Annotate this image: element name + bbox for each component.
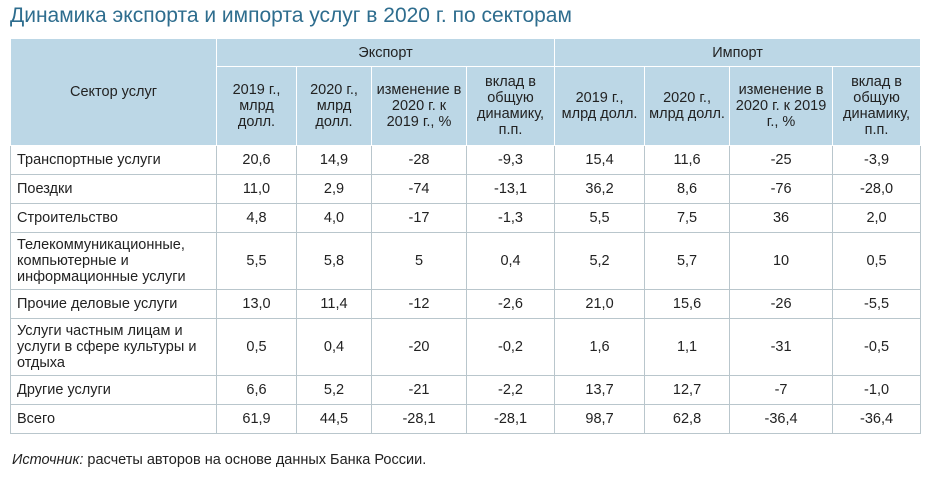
import-group-header: Импорт xyxy=(554,38,922,67)
sector-cell: Прочие деловые услуги xyxy=(10,289,217,319)
value-cell: -74 xyxy=(371,174,467,204)
table-row: Поездки 11,0 2,9 -74 -13,1 36,2 8,6 -76 … xyxy=(10,174,922,204)
value-cell: 6,6 xyxy=(216,375,297,405)
sector-cell: Другие услуги xyxy=(10,375,217,405)
sector-cell: Телекоммуникационные, компьютерные и инф… xyxy=(10,232,217,290)
value-cell: 5,5 xyxy=(216,232,297,290)
source-label: Источник: xyxy=(12,452,84,468)
value-cell: -26 xyxy=(729,289,834,319)
table-row-total: Всего 61,9 44,5 -28,1 -28,1 98,7 62,8 -3… xyxy=(10,404,922,434)
column-header: 2020 г., млрд долл. xyxy=(644,66,731,146)
value-cell: -17 xyxy=(371,203,467,233)
value-cell: 1,1 xyxy=(644,318,731,376)
value-cell: -5,5 xyxy=(832,289,922,319)
value-cell: 21,0 xyxy=(554,289,646,319)
value-cell: 5,8 xyxy=(296,232,372,290)
value-cell: 2,9 xyxy=(296,174,372,204)
value-cell: 15,4 xyxy=(554,145,646,175)
value-cell: 13,7 xyxy=(554,375,646,405)
sector-cell: Транспортные услуги xyxy=(10,145,217,175)
value-cell: 5,5 xyxy=(554,203,646,233)
sector-header: Сектор услуг xyxy=(10,38,217,146)
column-header: 2020 г., млрд долл. xyxy=(296,66,372,146)
value-cell: -36,4 xyxy=(729,404,834,434)
value-cell: -13,1 xyxy=(465,174,556,204)
column-header: 2019 г., млрд долл. xyxy=(554,66,646,146)
value-cell: 62,8 xyxy=(644,404,731,434)
sector-cell: Услуги частным лицам и услуги в сфере ку… xyxy=(10,318,217,376)
value-cell: 5,2 xyxy=(554,232,646,290)
value-cell: 5 xyxy=(371,232,467,290)
value-cell: -20 xyxy=(371,318,467,376)
value-cell: 11,6 xyxy=(644,145,731,175)
value-cell: -21 xyxy=(371,375,467,405)
column-header: вклад в общую динамику, п.п. xyxy=(832,66,922,146)
table-row: Другие услуги 6,6 5,2 -21 -2,2 13,7 12,7… xyxy=(10,375,922,405)
value-cell: -36,4 xyxy=(832,404,922,434)
value-cell: -3,9 xyxy=(832,145,922,175)
table-row: Прочие деловые услуги 13,0 11,4 -12 -2,6… xyxy=(10,289,922,319)
sector-cell: Строительство xyxy=(10,203,217,233)
value-cell: -2,6 xyxy=(465,289,556,319)
value-cell: 0,5 xyxy=(832,232,922,290)
value-cell: -31 xyxy=(729,318,834,376)
value-cell: 11,0 xyxy=(216,174,297,204)
value-cell: 13,0 xyxy=(216,289,297,319)
value-cell: 7,5 xyxy=(644,203,731,233)
value-cell: -76 xyxy=(729,174,834,204)
value-cell: -0,2 xyxy=(465,318,556,376)
table-row: Услуги частным лицам и услуги в сфере ку… xyxy=(10,318,922,376)
value-cell: 36,2 xyxy=(554,174,646,204)
value-cell: -0,5 xyxy=(832,318,922,376)
value-cell: -25 xyxy=(729,145,834,175)
value-cell: 44,5 xyxy=(296,404,372,434)
value-cell: -12 xyxy=(371,289,467,319)
table-row: Транспортные услуги 20,6 14,9 -28 -9,3 1… xyxy=(10,145,922,175)
value-cell: -9,3 xyxy=(465,145,556,175)
source-note: Источник: расчеты авторов на основе данн… xyxy=(12,452,426,468)
value-cell: -28,1 xyxy=(465,404,556,434)
value-cell: 20,6 xyxy=(216,145,297,175)
value-cell: 0,4 xyxy=(296,318,372,376)
value-cell: 11,4 xyxy=(296,289,372,319)
value-cell: -28 xyxy=(371,145,467,175)
value-cell: 10 xyxy=(729,232,834,290)
sector-cell: Всего xyxy=(10,404,217,434)
column-header: изменение в 2020 г. к 2019 г., % xyxy=(729,66,834,146)
column-header: вклад в общую динамику, п.п. xyxy=(465,66,556,146)
value-cell: 4,8 xyxy=(216,203,297,233)
value-cell: 5,7 xyxy=(644,232,731,290)
value-cell: 0,5 xyxy=(216,318,297,376)
value-cell: -2,2 xyxy=(465,375,556,405)
value-cell: 8,6 xyxy=(644,174,731,204)
column-header: 2019 г., млрд долл. xyxy=(216,66,297,146)
value-cell: -28,1 xyxy=(371,404,467,434)
table-row: Телекоммуникационные, компьютерные и инф… xyxy=(10,232,922,290)
value-cell: 4,0 xyxy=(296,203,372,233)
source-text: расчеты авторов на основе данных Банка Р… xyxy=(83,452,427,468)
services-table: Сектор услуг Экспорт Импорт 2019 г., млр… xyxy=(10,38,922,434)
value-cell: 12,7 xyxy=(644,375,731,405)
table-row: Строительство 4,8 4,0 -17 -1,3 5,5 7,5 3… xyxy=(10,203,922,233)
value-cell: 36 xyxy=(729,203,834,233)
value-cell: 2,0 xyxy=(832,203,922,233)
value-cell: 0,4 xyxy=(465,232,556,290)
value-cell: 15,6 xyxy=(644,289,731,319)
column-header: изменение в 2020 г. к 2019 г., % xyxy=(371,66,467,146)
value-cell: 14,9 xyxy=(296,145,372,175)
value-cell: 61,9 xyxy=(216,404,297,434)
value-cell: -28,0 xyxy=(832,174,922,204)
value-cell: -1,0 xyxy=(832,375,922,405)
page-title: Динамика экспорта и импорта услуг в 2020… xyxy=(10,4,572,27)
export-group-header: Экспорт xyxy=(215,38,556,67)
sector-cell: Поездки xyxy=(10,174,217,204)
value-cell: -1,3 xyxy=(465,203,556,233)
value-cell: 98,7 xyxy=(554,404,646,434)
value-cell: 1,6 xyxy=(554,318,646,376)
value-cell: 5,2 xyxy=(296,375,372,405)
value-cell: -7 xyxy=(729,375,834,405)
